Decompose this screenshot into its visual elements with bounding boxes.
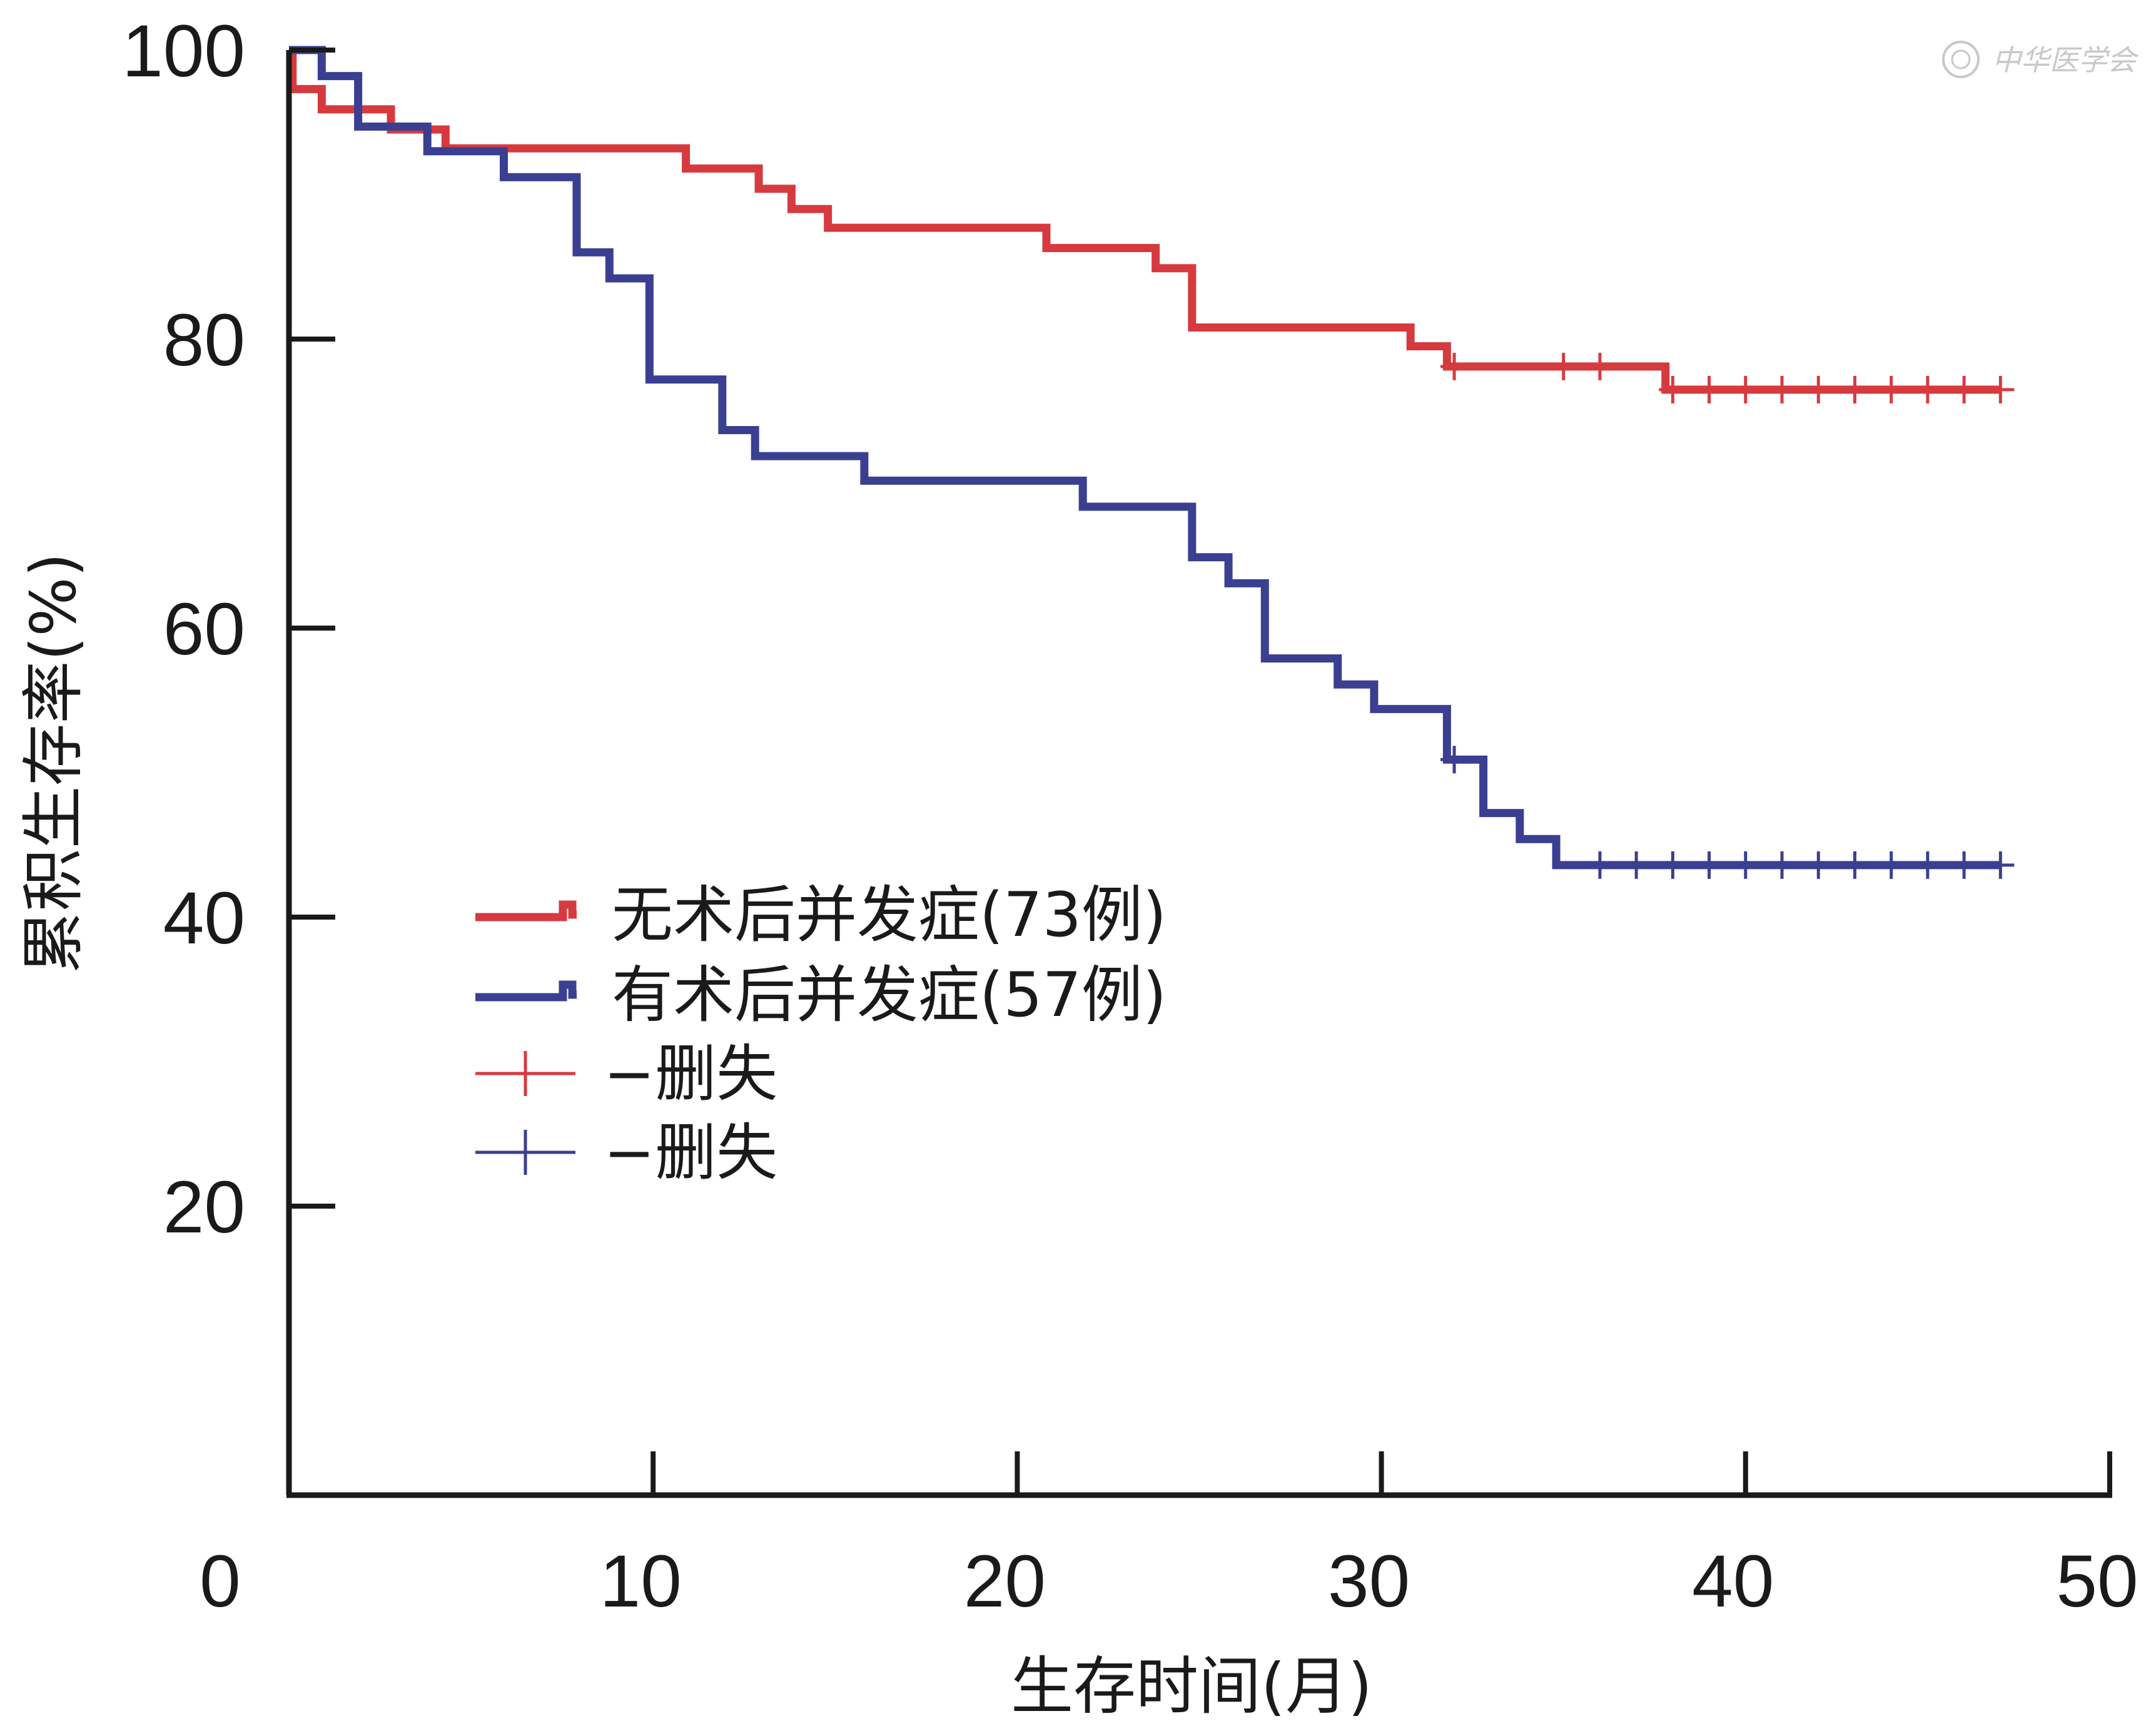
legend-censor-label-2: −删失 — [604, 1117, 777, 1189]
x-tick-label: 20 — [964, 1540, 1046, 1623]
legend-censor-label-1: −删失 — [604, 1038, 777, 1110]
x-axis-title: 生存时间(月) — [1011, 1650, 1372, 1723]
axes: 0 10 20 30 40 50 20 40 60 80 100 — [122, 10, 2138, 1623]
y-axis-title: 累积生存率(%) — [17, 552, 90, 973]
survival-curve-1 — [288, 46, 2001, 394]
x-tick-label: 10 — [600, 1540, 682, 1623]
legend-label-1: 无术后并发症(73例) — [612, 880, 1167, 951]
x-tick-label: 40 — [1692, 1540, 1774, 1623]
y-tick-label: 40 — [163, 877, 245, 960]
x-tick-label: 30 — [1328, 1540, 1410, 1623]
y-tick-label: 20 — [163, 1166, 245, 1249]
x-tick-label: 50 — [2056, 1540, 2138, 1623]
legend-swatch-1 — [475, 900, 577, 921]
watermark-seal-icon — [1942, 41, 1980, 78]
x-tick-label: 0 — [200, 1540, 241, 1623]
y-tick-label: 100 — [122, 10, 245, 93]
legend: 无术后并发症(73例)有术后并发症(57例)−删失−删失 — [475, 880, 1167, 1189]
watermark: 中华医学会 — [1942, 41, 2139, 78]
watermark-text: 中华医学会 — [1992, 43, 2139, 77]
y-tick-label: 80 — [163, 299, 245, 382]
legend-label-2: 有术后并发症(57例) — [612, 960, 1167, 1031]
legend-swatch-2 — [475, 980, 577, 1002]
watermark-seal-inner — [1951, 49, 1971, 69]
y-tick-label: 60 — [163, 588, 245, 671]
series-layer — [288, 46, 2015, 879]
survival-curve-2 — [289, 46, 2001, 870]
